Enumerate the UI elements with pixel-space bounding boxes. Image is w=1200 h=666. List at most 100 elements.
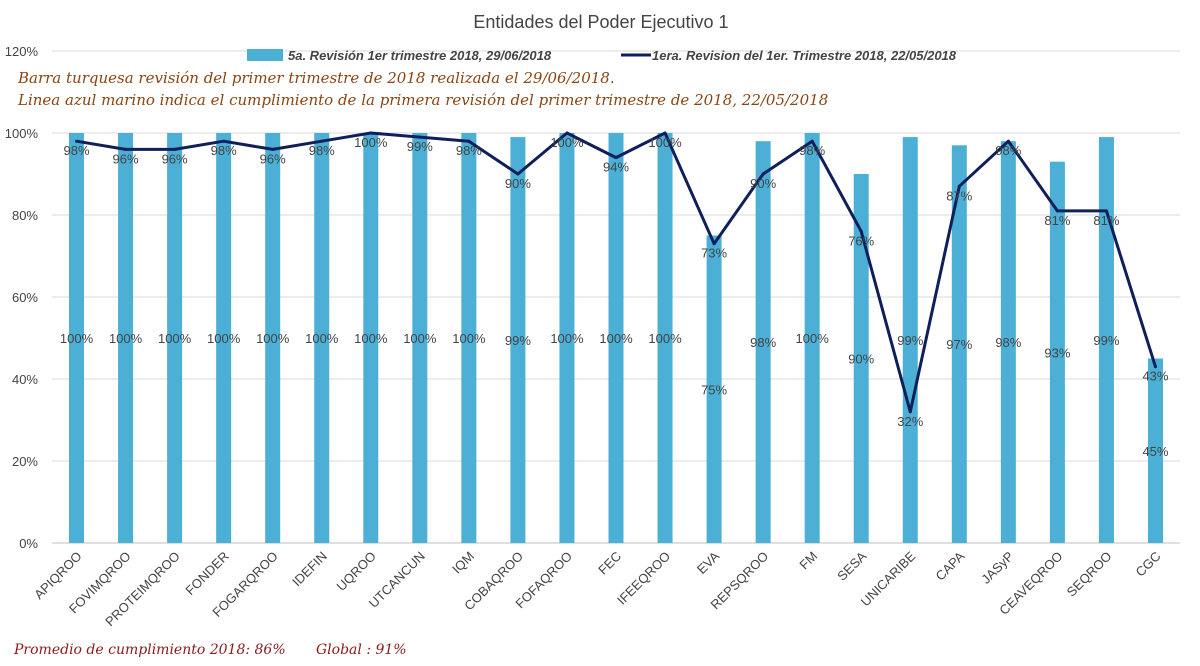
bar-data-label: 100% xyxy=(354,331,388,346)
bar xyxy=(510,137,526,543)
bar-data-label: 100% xyxy=(109,331,143,346)
line-point xyxy=(1006,139,1010,143)
bar-data-label: 100% xyxy=(158,331,192,346)
bar xyxy=(118,133,134,543)
bar xyxy=(1049,161,1065,543)
line-point xyxy=(418,135,422,139)
bar xyxy=(69,133,85,543)
data-labels: 100% 100% 100% 100% 100% 100% 100% 100% 100% 99% 1… xyxy=(60,135,1169,459)
line-data-label: 96% xyxy=(260,151,286,166)
line-point xyxy=(124,147,128,151)
line-data-label: 96% xyxy=(162,151,188,166)
line-data-label: 94% xyxy=(603,160,629,175)
bar xyxy=(1098,137,1114,543)
line-point xyxy=(1153,365,1157,369)
x-tick-label: IDEFIN xyxy=(289,549,330,590)
line-data-label: 100% xyxy=(354,135,388,150)
line-point xyxy=(516,172,520,176)
bar-series xyxy=(69,133,1163,544)
y-axis: 0% 20% 40% 60% 80% 100% 120% xyxy=(5,44,39,551)
line-point xyxy=(320,139,324,143)
line-data-label: 98% xyxy=(309,143,335,158)
bar-data-label: 100% xyxy=(452,331,486,346)
bar-data-label: 100% xyxy=(207,331,241,346)
bar-data-label: 100% xyxy=(60,331,94,346)
x-tick-label: FM xyxy=(796,549,820,573)
line-point xyxy=(810,139,814,143)
line-data-label: 98% xyxy=(211,143,237,158)
legend-bar-label: 5a. Revisión 1er trimestre 2018, 29/06/2… xyxy=(288,48,552,63)
y-tick-label: 0% xyxy=(19,536,38,551)
x-tick-label: UQROO xyxy=(334,549,379,594)
line-data-label: 90% xyxy=(505,176,531,191)
line-point xyxy=(712,242,716,246)
bar-data-label: 98% xyxy=(750,335,776,350)
line-data-label: 87% xyxy=(946,188,972,203)
bar xyxy=(853,174,869,543)
line-data-label: 73% xyxy=(701,246,727,261)
line-point xyxy=(222,139,226,143)
bar xyxy=(608,133,624,543)
line-point xyxy=(467,139,471,143)
line-data-label: 99% xyxy=(407,139,433,154)
line-data-label: 43% xyxy=(1142,369,1168,384)
bar xyxy=(804,133,820,543)
y-tick-label: 100% xyxy=(5,126,39,141)
line-data-label: 100% xyxy=(648,135,682,150)
bar-data-label: 100% xyxy=(403,331,437,346)
line-point xyxy=(75,139,79,143)
x-tick-label: SESA xyxy=(834,548,869,583)
x-tick-label: SEQROO xyxy=(1064,549,1115,600)
bar xyxy=(1147,358,1163,543)
bar xyxy=(951,145,967,544)
x-tick-label: FONDER xyxy=(182,549,231,598)
line-data-label: 90% xyxy=(750,176,776,191)
y-tick-label: 60% xyxy=(12,290,38,305)
line-data-label: 32% xyxy=(897,414,923,429)
line-point xyxy=(1104,209,1108,213)
line-point xyxy=(663,131,667,135)
bar xyxy=(461,133,477,543)
x-tick-label: CGC xyxy=(1133,549,1164,580)
y-tick-label: 80% xyxy=(12,208,38,223)
x-tick-label: FEC xyxy=(595,549,624,578)
bar xyxy=(706,235,722,543)
y-tick-label: 20% xyxy=(12,454,38,469)
y-tick-label: 40% xyxy=(12,372,38,387)
line-point xyxy=(173,147,177,151)
footer-global: Global : 91% xyxy=(316,642,407,658)
bar-data-label: 99% xyxy=(897,333,923,348)
bar-data-label: 100% xyxy=(599,331,633,346)
footer-promedio: Promedio de cumplimiento 2018: 86% xyxy=(14,642,286,658)
bar xyxy=(657,133,673,543)
bar-data-label: 97% xyxy=(946,337,972,352)
line-data-label: 98% xyxy=(995,143,1021,158)
line-point xyxy=(565,131,569,135)
line-data-label: 100% xyxy=(550,135,584,150)
bar xyxy=(265,133,281,543)
x-tick-label: EVA xyxy=(694,548,723,577)
bar xyxy=(216,133,232,543)
chart-title: Entidades del Poder Ejecutivo 1 xyxy=(473,12,728,32)
line-point xyxy=(908,410,912,414)
line-data-label: 98% xyxy=(456,143,482,158)
bar-data-label: 75% xyxy=(701,382,727,397)
bar-data-label: 100% xyxy=(550,331,584,346)
bar xyxy=(1000,141,1016,543)
line-data-label: 98% xyxy=(799,143,825,158)
line-point xyxy=(859,229,863,233)
bar-data-label: 99% xyxy=(505,333,531,348)
legend-bar-swatch xyxy=(247,49,283,61)
line-point xyxy=(369,131,373,135)
line-data-label: 81% xyxy=(1093,213,1119,228)
line-series xyxy=(75,131,1157,414)
bar-data-label: 93% xyxy=(1044,345,1070,360)
line-point xyxy=(271,147,275,151)
bar-data-label: 100% xyxy=(796,331,830,346)
bar xyxy=(755,141,771,543)
bar-data-label: 98% xyxy=(995,335,1021,350)
line-point xyxy=(761,172,765,176)
line-point xyxy=(957,184,961,188)
